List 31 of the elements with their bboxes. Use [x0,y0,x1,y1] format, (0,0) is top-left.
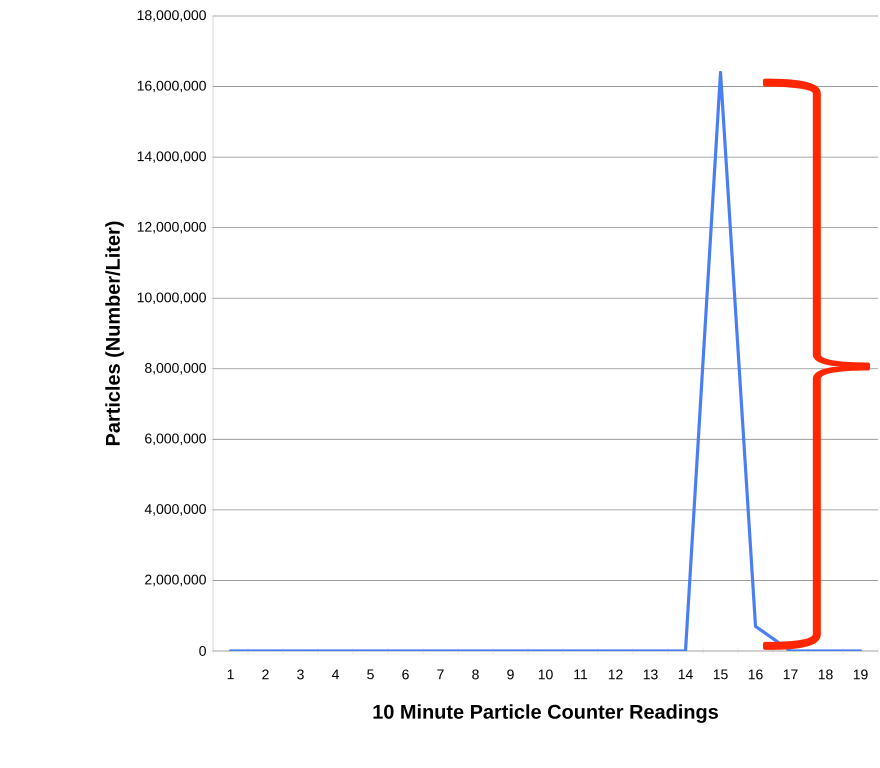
x-tick-label: 2 [262,670,269,680]
x-tick-label: 1 [228,670,234,680]
x-tick-label: 6 [402,670,409,680]
x-tick-label: 7 [437,670,444,680]
y-tick-label: 4,000,000 [144,504,206,516]
y-tick-label: 8,000,000 [145,363,206,375]
y-tick-label: 6,000,000 [145,434,206,446]
x-tick-label: 15 [714,670,728,680]
y-tick-label: 0 [199,646,206,656]
y-tick-label: 18,000,000 [138,10,206,22]
y-axis-title: Particles (Number/Liter) [105,222,124,446]
x-tick-label: 12 [608,670,623,680]
x-tick-label: 19 [854,670,868,680]
y-tick-label: 2,000,000 [145,574,206,586]
x-tick-label: 11 [574,670,588,680]
x-tick-label: 9 [507,670,514,680]
y-tick-label: 10,000,000 [138,292,206,304]
x-axis-title: 10 Minute Particle Counter Readings [373,704,718,723]
x-tick-label: 18 [818,670,833,680]
x-tick-label: 16 [748,670,763,680]
x-tick-label: 5 [367,670,374,680]
x-tick-label: 13 [644,670,658,680]
x-tick-label: 10 [538,670,553,680]
y-tick-label: 12,000,000 [138,222,206,234]
x-tick-label: 14 [678,670,693,680]
x-tick-label: 4 [332,670,339,680]
x-tick-label: 3 [297,670,304,680]
x-tick-label: 8 [472,670,479,680]
y-tick-label: 16,000,000 [138,80,206,92]
y-tick-label: 14,000,000 [138,151,206,163]
x-tick-label: 17 [784,670,798,680]
